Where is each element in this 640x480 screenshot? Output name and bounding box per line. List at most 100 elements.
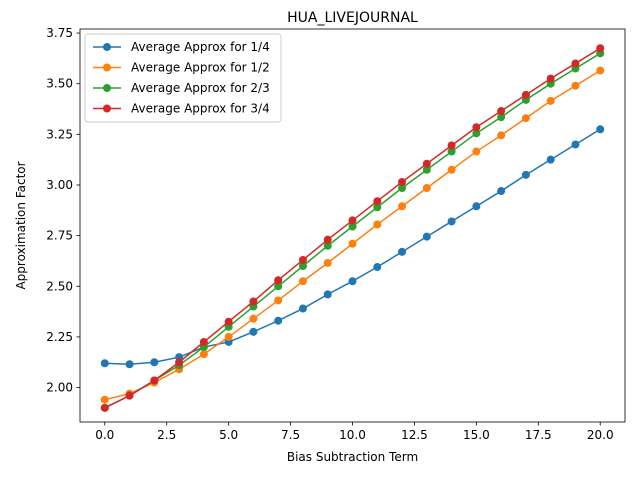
data-point — [546, 74, 555, 83]
data-point — [150, 376, 159, 385]
legend-label: Average Approx for 1/4 — [131, 40, 270, 54]
y-tick-label: 3.75 — [46, 26, 73, 40]
y-tick-label: 3.00 — [46, 178, 73, 192]
legend-entry: Average Approx for 1/4 — [93, 40, 270, 54]
data-point — [422, 232, 431, 241]
legend-label: Average Approx for 3/4 — [131, 102, 270, 116]
data-point — [398, 247, 407, 256]
data-point — [249, 327, 258, 336]
data-point — [472, 129, 481, 138]
data-point — [373, 263, 382, 272]
series-layer — [100, 44, 605, 412]
x-tick-label: 5.0 — [219, 428, 238, 442]
data-point — [472, 123, 481, 132]
data-point — [125, 360, 134, 369]
data-point — [571, 81, 580, 90]
y-axis: 2.00 2.25 2.50 2.75 3.00 3.25 3.50 3.75 — [46, 26, 80, 395]
x-tick-label: 0.0 — [95, 428, 114, 442]
y-tick-label: 3.25 — [46, 127, 73, 141]
data-point — [422, 165, 431, 174]
legend-marker — [103, 104, 111, 113]
data-point — [398, 184, 407, 193]
data-point — [521, 90, 530, 99]
data-point — [150, 358, 159, 367]
data-point — [373, 203, 382, 212]
data-point — [373, 197, 382, 206]
data-point — [298, 304, 307, 313]
data-point — [422, 159, 431, 168]
data-point — [175, 358, 184, 367]
data-point — [571, 59, 580, 68]
legend-label: Average Approx for 1/2 — [131, 61, 270, 75]
legend-marker — [103, 84, 111, 92]
y-tick-label: 2.75 — [46, 229, 73, 243]
legend-entry: Average Approx for 1/2 — [93, 61, 270, 75]
data-point — [348, 277, 357, 286]
data-point — [199, 337, 208, 346]
data-point — [100, 395, 109, 404]
x-tick-label: 12.5 — [401, 428, 428, 442]
data-point — [323, 241, 332, 250]
data-point — [274, 296, 283, 305]
legend-marker — [103, 63, 111, 72]
data-point — [125, 391, 134, 400]
data-point — [447, 165, 456, 174]
data-point — [596, 44, 605, 53]
data-point — [348, 222, 357, 231]
data-point — [546, 96, 555, 105]
data-point — [596, 125, 605, 134]
legend-entry: Average Approx for 3/4 — [93, 102, 270, 116]
data-point — [323, 290, 332, 299]
data-point — [398, 177, 407, 186]
series-4 — [100, 44, 605, 412]
data-point — [447, 147, 456, 156]
data-point — [521, 170, 530, 179]
data-point — [472, 147, 481, 156]
data-point — [422, 184, 431, 193]
data-point — [497, 131, 506, 140]
legend: Average Approx for 1/4 Average Approx for… — [84, 33, 282, 123]
y-tick-label: 2.50 — [46, 279, 73, 293]
data-point — [398, 202, 407, 211]
data-point — [274, 316, 283, 325]
data-point — [249, 297, 258, 306]
data-point — [447, 217, 456, 226]
data-point — [348, 239, 357, 248]
data-point — [298, 277, 307, 286]
data-point — [497, 113, 506, 122]
legend-entry: Average Approx for 2/3 — [93, 81, 270, 95]
data-point — [199, 350, 208, 359]
data-point — [497, 187, 506, 196]
data-point — [546, 155, 555, 164]
data-point — [596, 66, 605, 75]
data-point — [100, 359, 109, 368]
data-point — [224, 317, 233, 326]
series-2 — [100, 66, 605, 404]
data-point — [298, 262, 307, 271]
data-point — [521, 114, 530, 123]
data-point — [373, 220, 382, 229]
y-tick-label: 2.00 — [46, 381, 73, 395]
data-point — [447, 141, 456, 150]
data-point — [472, 202, 481, 211]
data-point — [348, 216, 357, 225]
data-point — [274, 282, 283, 291]
data-point — [323, 258, 332, 267]
x-tick-label: 7.5 — [281, 428, 300, 442]
y-tick-label: 3.50 — [46, 77, 73, 91]
data-point — [100, 403, 109, 412]
y-axis-label: Approximation Factor — [14, 161, 28, 289]
chart-title: HUA_LIVEJOURNAL — [287, 10, 418, 26]
x-tick-label: 10.0 — [339, 428, 366, 442]
legend-marker — [103, 43, 111, 51]
x-axis: 0.0 2.5 5.0 7.5 10.0 12.5 15.0 17.5 20.0 — [95, 422, 614, 442]
x-tick-label: 15.0 — [463, 428, 490, 442]
legend-box — [84, 33, 282, 123]
data-point — [274, 276, 283, 285]
x-tick-label: 20.0 — [587, 428, 614, 442]
x-axis-label: Bias Subtraction Term — [287, 450, 418, 464]
y-tick-label: 2.25 — [46, 330, 73, 344]
legend-label: Average Approx for 2/3 — [131, 81, 270, 95]
data-point — [249, 314, 258, 323]
